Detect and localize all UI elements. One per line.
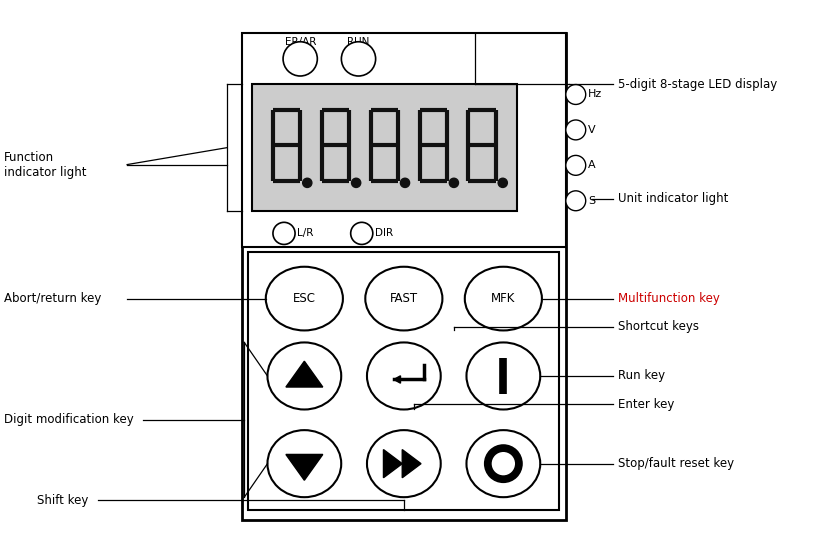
Bar [251,85,517,211]
Ellipse shape [367,430,440,497]
Text: Unit indicator light: Unit indicator light [618,192,728,205]
Ellipse shape [483,444,523,483]
Text: Shortcut keys: Shortcut keys [618,321,699,333]
Ellipse shape [267,430,341,497]
Text: MFK: MFK [491,292,515,305]
Text: FAST: FAST [389,292,418,305]
Text: Digit modification key: Digit modification key [4,413,133,426]
Ellipse shape [351,222,373,244]
Ellipse shape [367,342,440,410]
Ellipse shape [491,452,514,476]
Ellipse shape [466,342,540,410]
Text: Enter key: Enter key [618,398,674,411]
Ellipse shape [464,267,541,331]
Bar [242,33,565,520]
Ellipse shape [497,178,507,187]
Bar [248,252,559,510]
Text: V: V [587,125,595,135]
Ellipse shape [267,342,341,410]
Ellipse shape [265,267,342,331]
Text: A: A [587,160,595,170]
Polygon shape [383,450,402,478]
Text: Stop/fault reset key: Stop/fault reset key [618,457,734,470]
Ellipse shape [449,178,458,187]
Bar [242,33,565,247]
Text: Run key: Run key [618,369,665,383]
Text: ER/AR: ER/AR [284,36,315,47]
Text: DIR: DIR [374,228,392,238]
Polygon shape [402,450,420,478]
Ellipse shape [400,178,410,187]
Text: Abort/return key: Abort/return key [4,292,102,305]
Ellipse shape [565,191,585,211]
Ellipse shape [351,178,360,187]
Text: L/R: L/R [297,228,314,238]
Text: S: S [587,196,595,206]
Ellipse shape [466,430,540,497]
Ellipse shape [283,41,317,76]
Polygon shape [286,455,323,480]
Ellipse shape [565,85,585,105]
Ellipse shape [341,41,375,76]
Text: RUN: RUN [347,36,369,47]
Ellipse shape [364,267,442,331]
Polygon shape [286,361,323,387]
Ellipse shape [565,120,585,140]
Polygon shape [393,376,400,383]
Text: ESC: ESC [292,292,315,305]
Text: 5-digit 8-stage LED display: 5-digit 8-stage LED display [618,78,776,91]
Ellipse shape [565,155,585,175]
Text: Function
indicator light: Function indicator light [4,150,87,179]
Ellipse shape [302,178,311,187]
Text: Shift key: Shift key [37,494,88,507]
Text: Hz: Hz [587,90,601,100]
Text: Multifunction key: Multifunction key [618,292,719,305]
Ellipse shape [273,222,295,244]
